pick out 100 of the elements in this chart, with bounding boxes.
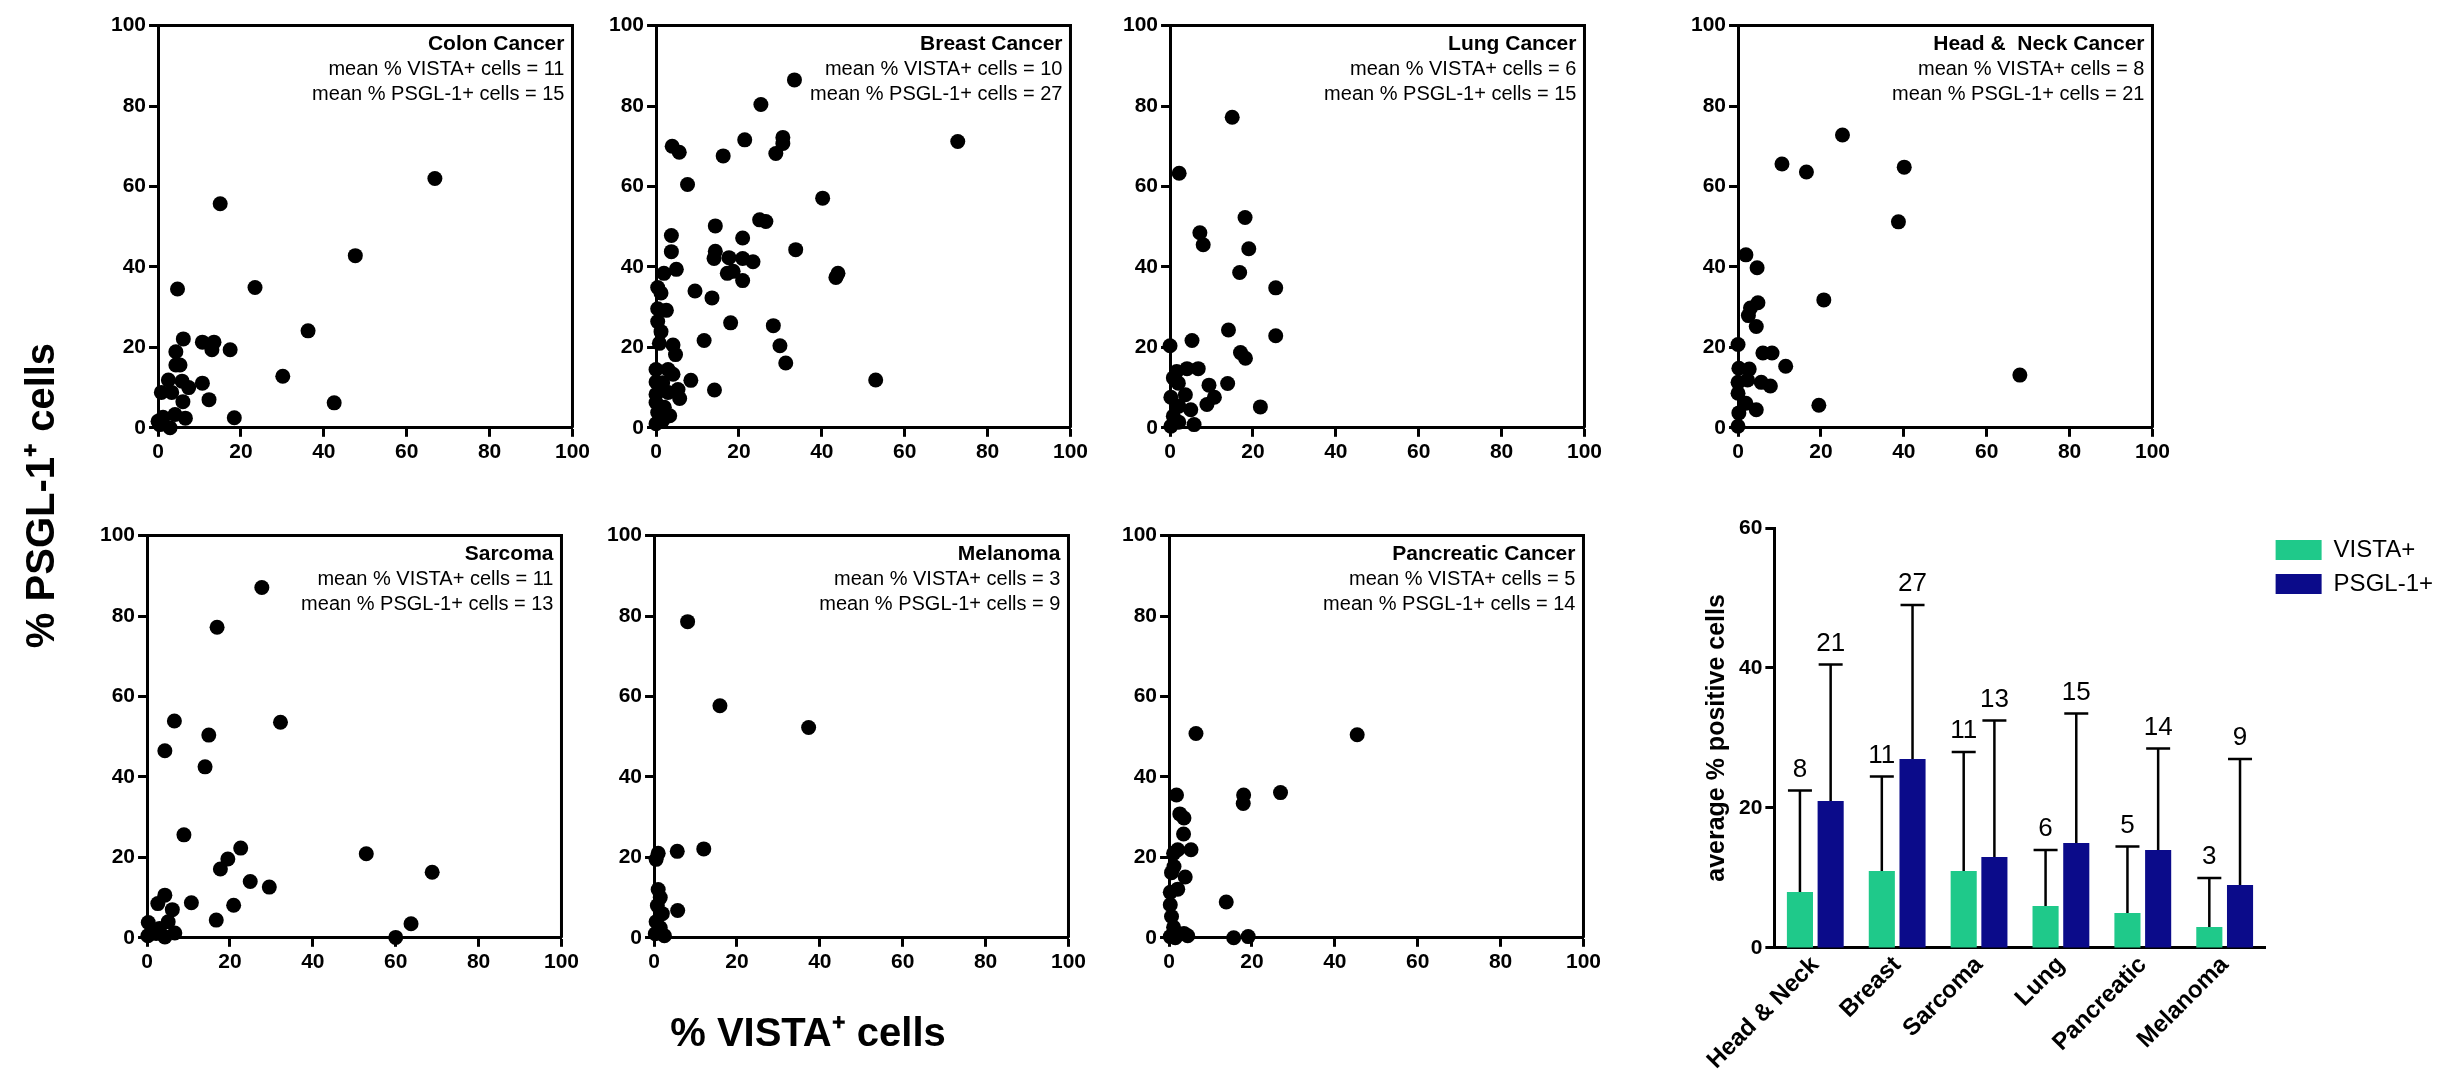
y-tick-label: 20 xyxy=(1134,334,1159,358)
x-tick-label: 60 xyxy=(891,949,915,973)
x-tick-label: 40 xyxy=(1892,439,1916,463)
y-axis-title: average % positive cells xyxy=(1700,594,1729,882)
y-tick-label: 40 xyxy=(111,763,136,787)
y-tick-label: 40 xyxy=(618,763,643,787)
y-tick-label: 0 xyxy=(1750,934,1763,958)
y-tick-label: 100 xyxy=(1121,522,1158,546)
x-tick-label: 100 xyxy=(2134,439,2170,463)
x-axis-title: % VISTA⁺ cells xyxy=(669,1009,947,1056)
y-tick-label: 100 xyxy=(606,522,643,546)
annotation: 14 xyxy=(2143,710,2173,741)
x-tick-label: 40 xyxy=(808,949,832,973)
y-tick-label: 100 xyxy=(1690,12,1727,36)
chart-title: Lung Cancer xyxy=(1448,30,1577,54)
x-tick-label: 40 xyxy=(301,949,325,973)
x-tick-label: 80 xyxy=(477,439,502,463)
y-tick-label: 20 xyxy=(1133,844,1158,868)
x-tick-label: 0 xyxy=(648,949,660,973)
chart-title: Pancreatic Cancer xyxy=(1392,540,1576,564)
y-tick-label: 80 xyxy=(111,602,136,626)
annotation: mean % PSGL-1+ cells = 15 xyxy=(312,82,565,105)
legend-label: VISTA+ xyxy=(2333,534,2416,562)
x-tick-label: 0 xyxy=(650,439,662,463)
y-tick-label: 60 xyxy=(1702,173,1727,197)
y-tick-label: 40 xyxy=(1739,654,1763,678)
annotation: mean % VISTA+ cells = 8 xyxy=(1918,57,2145,80)
y-axis-title: % PSGL-1⁺ cells xyxy=(16,341,63,651)
x-tick-label: 60 xyxy=(893,439,917,463)
x-tick-label: 40 xyxy=(810,439,834,463)
y-tick-label: 20 xyxy=(122,334,147,358)
annotation: mean % VISTA+ cells = 5 xyxy=(1349,567,1576,590)
y-tick-label: 60 xyxy=(618,683,643,707)
annotation: 11 xyxy=(1950,714,1978,745)
y-tick-label: 40 xyxy=(1133,763,1158,787)
annotation: mean % VISTA+ cells = 3 xyxy=(834,567,1061,590)
x-tick-label: 20 xyxy=(727,439,751,463)
legend-label: PSGL-1+ xyxy=(2333,568,2433,596)
x-tick-label: 40 xyxy=(312,439,336,463)
y-tick-label: 80 xyxy=(618,602,643,626)
y-tick-label: 60 xyxy=(1134,173,1159,197)
y-tick-label: 100 xyxy=(608,12,645,36)
y-tick-label: 0 xyxy=(630,924,643,948)
chart-title: Colon Cancer xyxy=(427,30,565,54)
y-tick-label: 100 xyxy=(1122,12,1159,36)
y-tick-label: 40 xyxy=(1134,253,1159,277)
annotation: mean % VISTA+ cells = 6 xyxy=(1350,57,1577,80)
annotation: 27 xyxy=(1898,567,1927,598)
chart-title: Breast Cancer xyxy=(920,30,1063,54)
chart-title: Sarcoma xyxy=(464,540,554,564)
y-tick-label: 60 xyxy=(111,683,136,707)
annotation: mean % PSGL-1+ cells = 14 xyxy=(1323,592,1576,615)
y-tick-label: 20 xyxy=(111,844,136,868)
y-tick-label: 100 xyxy=(110,12,147,36)
y-tick-label: 40 xyxy=(620,253,645,277)
annotation: 13 xyxy=(1979,682,2009,713)
y-tick-label: 20 xyxy=(620,334,645,358)
y-tick-label: 80 xyxy=(122,92,147,116)
x-tick-label: 20 xyxy=(725,949,749,973)
x-tick-label: 20 xyxy=(1809,439,1833,463)
y-tick-label: 60 xyxy=(620,173,645,197)
y-tick-label: 20 xyxy=(1702,334,1727,358)
y-tick-label: 0 xyxy=(123,924,136,948)
x-tick-label: 60 xyxy=(395,439,419,463)
y-tick-label: 80 xyxy=(1702,92,1727,116)
annotation: 9 xyxy=(2232,721,2248,752)
annotation: 15 xyxy=(2061,675,2091,706)
x-tick-label: 60 xyxy=(1975,439,1999,463)
annotation: mean % PSGL-1+ cells = 9 xyxy=(819,592,1061,615)
y-tick-label: 40 xyxy=(122,253,147,277)
x-tick-label: 60 xyxy=(1407,439,1431,463)
y-tick-label: 80 xyxy=(620,92,645,116)
annotation: mean % VISTA+ cells = 10 xyxy=(824,57,1063,80)
annotation: 8 xyxy=(1792,752,1808,783)
x-tick-label: 80 xyxy=(1488,949,1513,973)
y-tick-label: 20 xyxy=(1739,794,1763,818)
annotation: 11 xyxy=(1868,738,1896,769)
y-tick-label: 60 xyxy=(1133,683,1158,707)
annotation: 3 xyxy=(2202,840,2217,871)
y-tick-label: 0 xyxy=(134,414,147,438)
annotation: mean % PSGL-1+ cells = 13 xyxy=(301,592,554,615)
annotation: mean % VISTA+ cells = 11 xyxy=(328,57,565,80)
x-tick-label: 40 xyxy=(1323,949,1347,973)
x-tick-label: 20 xyxy=(1240,949,1264,973)
x-tick-label: 0 xyxy=(1164,439,1176,463)
y-tick-label: 60 xyxy=(1739,514,1763,538)
x-tick-label: 80 xyxy=(975,439,1000,463)
x-tick-label: 0 xyxy=(152,439,164,463)
annotation: 5 xyxy=(2120,808,2135,839)
chart-title: Melanoma xyxy=(957,540,1061,564)
x-tick-label: 0 xyxy=(1163,949,1175,973)
x-tick-label: 80 xyxy=(466,949,491,973)
x-tick-label: 100 xyxy=(1566,439,1602,463)
x-tick-label: 60 xyxy=(384,949,408,973)
y-tick-label: 40 xyxy=(1702,253,1727,277)
y-tick-label: 100 xyxy=(99,522,136,546)
annotation: 21 xyxy=(1816,626,1846,657)
y-tick-label: 0 xyxy=(1145,924,1158,948)
x-tick-label: 80 xyxy=(2057,439,2082,463)
y-tick-label: 20 xyxy=(618,844,643,868)
